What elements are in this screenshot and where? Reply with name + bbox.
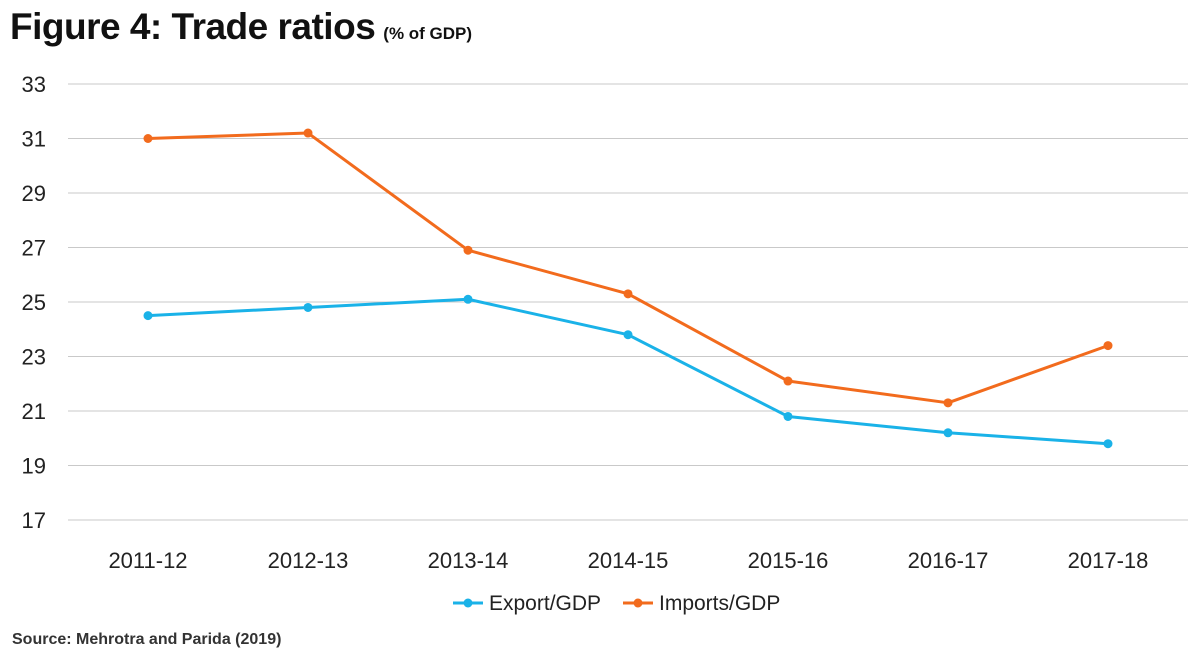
- y-tick-label: 31: [22, 127, 46, 152]
- x-tick-label: 2015-16: [748, 548, 829, 573]
- data-point: [623, 330, 633, 340]
- y-tick-label: 21: [22, 399, 46, 424]
- series-lines: [143, 128, 1113, 449]
- data-point: [623, 289, 633, 299]
- x-tick-label: 2013-14: [428, 548, 509, 573]
- data-point: [143, 311, 153, 321]
- chart-title: Figure 4: Trade ratios: [10, 6, 376, 47]
- legend-item: Export/GDP: [453, 592, 601, 615]
- data-point: [303, 128, 313, 138]
- y-tick-label: 25: [22, 290, 46, 315]
- y-tick-label: 23: [22, 345, 46, 370]
- legend-swatch-marker: [633, 598, 643, 608]
- data-point: [463, 294, 473, 304]
- y-axis-ticks: 17 19 21 23 25 27 29 31 33: [22, 72, 46, 533]
- series-line: [147, 297, 1109, 446]
- legend-label: Export/GDP: [489, 592, 601, 615]
- y-tick-label: 27: [22, 236, 46, 261]
- y-tick-label: 17: [22, 508, 46, 533]
- x-axis-ticks: 2011-12 2012-13 2013-14 2014-15 2015-16 2016-…: [108, 548, 1148, 573]
- title-block: Figure 4: Trade ratios (% of GDP): [10, 6, 472, 48]
- data-point: [463, 245, 473, 255]
- legend-label: Imports/GDP: [659, 592, 780, 615]
- x-tick-label: 2012-13: [268, 548, 349, 573]
- y-tick-label: 29: [22, 181, 46, 206]
- data-point: [1103, 341, 1113, 351]
- source-note: Source: Mehrotra and Parida (2019): [12, 631, 282, 648]
- legend-item: Imports/GDP: [623, 592, 780, 615]
- series-line: [147, 131, 1109, 405]
- x-tick-label: 2014-15: [588, 548, 669, 573]
- series-export-gdp: [143, 294, 1113, 449]
- data-point: [943, 428, 953, 438]
- legend-swatch-marker: [463, 598, 473, 608]
- series-imports-gdp: [143, 128, 1113, 408]
- x-tick-label: 2017-18: [1068, 548, 1149, 573]
- data-point: [783, 376, 793, 386]
- data-point: [303, 302, 313, 312]
- gridlines: [68, 83, 1188, 521]
- y-tick-label: 19: [22, 454, 46, 479]
- data-point: [943, 398, 953, 408]
- chart-subtitle: (% of GDP): [383, 24, 473, 43]
- legend: Export/GDP Imports/GDP: [453, 592, 780, 615]
- data-point: [143, 134, 153, 143]
- data-point: [783, 411, 793, 421]
- x-tick-label: 2016-17: [908, 548, 989, 573]
- y-tick-label: 33: [22, 72, 46, 97]
- data-point: [1103, 439, 1113, 449]
- x-tick-label: 2011-12: [108, 548, 187, 573]
